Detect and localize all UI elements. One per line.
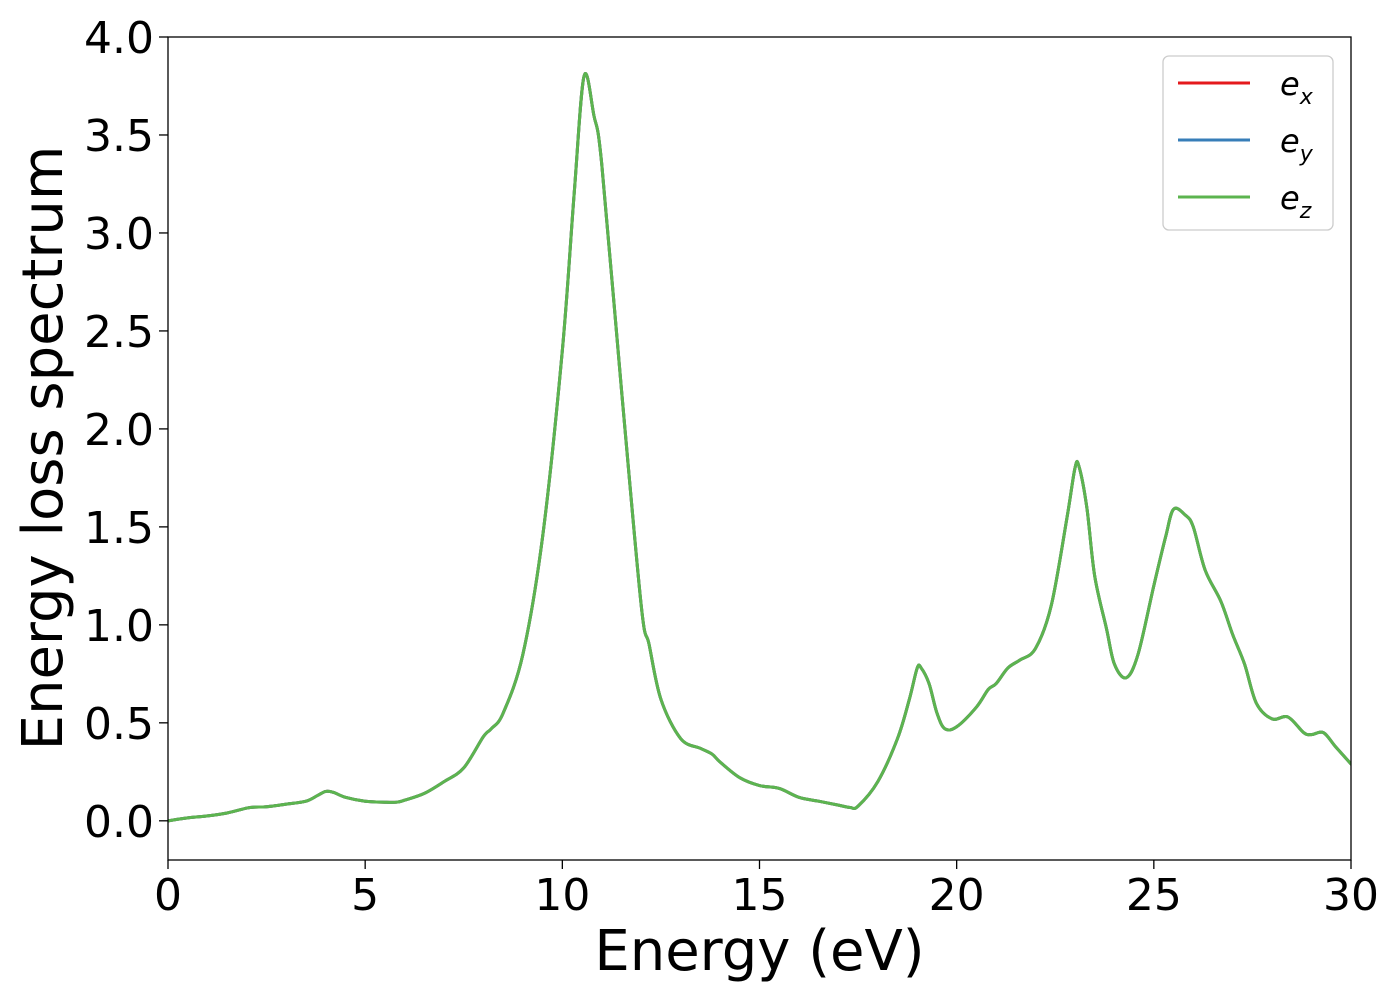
legend-label: ex <box>1280 65 1314 110</box>
y-tick-label: 3.5 <box>84 111 154 162</box>
plot-frame <box>167 36 1352 861</box>
x-tick-label: 15 <box>732 870 788 921</box>
series-lines <box>168 72 1351 823</box>
x-tick-label: 10 <box>534 870 590 921</box>
legend-label: ez <box>1280 179 1312 224</box>
y-tick-label: 0.5 <box>84 699 154 750</box>
x-tick-label: 20 <box>929 870 985 921</box>
y-tick-label: 2.0 <box>84 405 154 456</box>
y-tick-label: 1.0 <box>84 601 154 652</box>
x-axis-ticks: 0 5 10 15 20 25 30 <box>154 860 1379 921</box>
y-tick-label: 0.0 <box>84 797 154 848</box>
y-tick-label: 3.0 <box>84 209 154 260</box>
legend-label-sub: y <box>1299 142 1314 167</box>
y-axis-title: Energy loss spectrum <box>11 146 76 751</box>
y-tick-label: 1.5 <box>84 503 154 554</box>
legend-label-base: e <box>1280 122 1300 160</box>
legend-label: ey <box>1280 122 1314 167</box>
legend-label-base: e <box>1280 179 1300 217</box>
legend-box <box>1162 55 1334 231</box>
x-tick-label: 5 <box>351 870 379 921</box>
x-tick-label: 0 <box>154 870 182 921</box>
x-tick-label: 30 <box>1323 870 1379 921</box>
x-axis-title: Energy (eV) <box>594 919 924 984</box>
legend-label-sub: x <box>1299 85 1314 110</box>
x-tick-label: 25 <box>1126 870 1182 921</box>
y-tick-label: 4.0 <box>84 13 154 64</box>
series-line-e-z <box>168 72 1351 823</box>
y-tick-label: 2.5 <box>84 307 154 358</box>
legend-label-sub: z <box>1299 199 1312 224</box>
legend-label-base: e <box>1280 65 1300 103</box>
y-axis-ticks: 0.0 0.5 1.0 1.5 2.0 2.5 3.0 3.5 4.0 <box>84 13 168 848</box>
